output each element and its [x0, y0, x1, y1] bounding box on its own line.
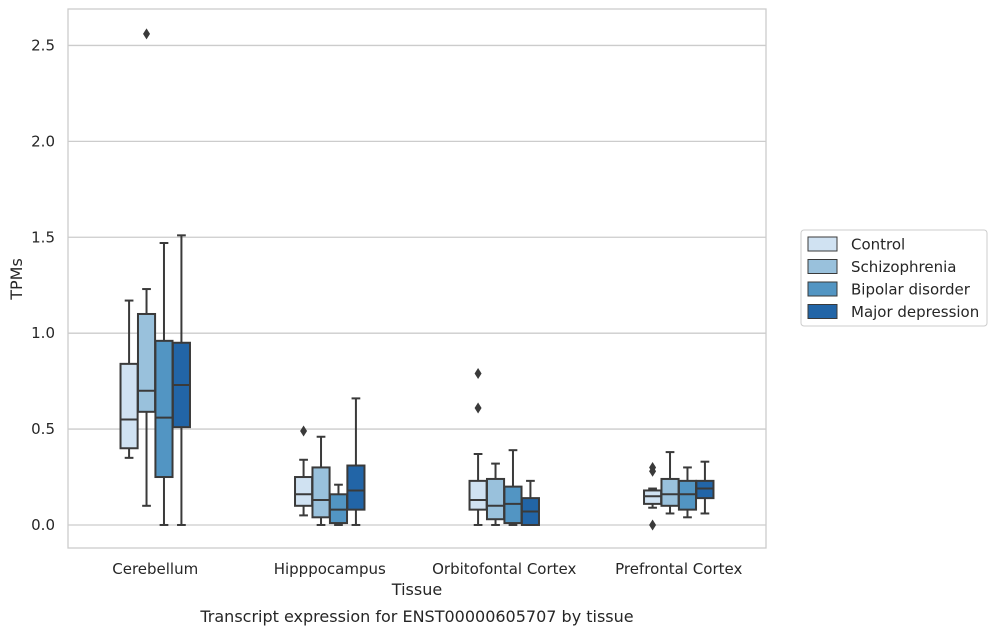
- outlier-point: [649, 519, 657, 531]
- box-group: [677, 466, 698, 519]
- box: [346, 464, 366, 511]
- box-group: [171, 234, 191, 526]
- chart-caption: Transcript expression for ENST0000060570…: [199, 607, 633, 626]
- box-group: [503, 449, 523, 526]
- legend-label: Schizophrenia: [851, 258, 956, 276]
- legend-label: Major depression: [851, 303, 979, 321]
- outlier-point: [474, 402, 482, 414]
- box-group: [346, 397, 366, 526]
- y-tick-label: 1.5: [31, 228, 55, 246]
- plot-area-frame: [67, 8, 767, 549]
- box-group: [154, 242, 174, 526]
- y-tick-labels: 0.0 0.5 1.0 1.5 2.0 2.5: [31, 36, 55, 534]
- x-tick-label: Cerebellum: [112, 560, 198, 578]
- y-tick-label: 0.5: [31, 420, 55, 438]
- legend-swatch: [807, 236, 838, 252]
- box-group: [660, 451, 680, 515]
- x-tick-labels: Cerebellum Hipppocampus Orbitofontal Corte…: [112, 560, 742, 578]
- x-tick-label: Prefrontal Cortex: [615, 560, 742, 578]
- box: [660, 477, 680, 507]
- box-group: [643, 461, 663, 531]
- box: [485, 477, 506, 521]
- box: [311, 466, 331, 519]
- box: [154, 339, 174, 479]
- y-tick-label: 1.0: [31, 324, 55, 342]
- box: [136, 312, 157, 413]
- x-axis-label: Tissue: [391, 580, 442, 599]
- outlier-point: [474, 367, 482, 379]
- x-tick-label: Orbitofontal Cortex: [432, 560, 576, 578]
- box-group: [136, 28, 157, 507]
- box-group: [468, 367, 488, 526]
- legend: Control Schizophrenia Bipolar disorder Majo…: [800, 229, 988, 327]
- box-group: [294, 425, 314, 517]
- y-tick-label: 2.0: [31, 132, 55, 150]
- box-group: [119, 299, 139, 459]
- legend-label: Bipolar disorder: [851, 281, 971, 299]
- legend-swatch: [807, 281, 838, 297]
- boxes: [119, 28, 715, 531]
- legend-items: Control Schizophrenia Bipolar disorder Majo…: [807, 236, 979, 321]
- legend-label: Control: [851, 236, 905, 254]
- box: [119, 362, 139, 450]
- y-axis-label: TPMs: [7, 258, 26, 301]
- box-group: [520, 479, 540, 526]
- y-tick-label: 0.0: [31, 516, 55, 534]
- outlier-point: [143, 28, 151, 40]
- legend-frame: [800, 229, 988, 327]
- outlier-point: [649, 461, 657, 473]
- legend-swatch: [807, 259, 838, 274]
- box-group: [311, 435, 331, 526]
- box-group: [695, 460, 715, 515]
- box-group: [485, 462, 506, 526]
- box: [468, 479, 488, 511]
- box: [294, 476, 314, 507]
- x-tick-label: Hipppocampus: [274, 560, 386, 578]
- legend-swatch: [807, 304, 838, 319]
- box-group: [328, 483, 349, 526]
- outlier-point: [300, 425, 308, 437]
- y-tick-label: 2.5: [31, 36, 55, 54]
